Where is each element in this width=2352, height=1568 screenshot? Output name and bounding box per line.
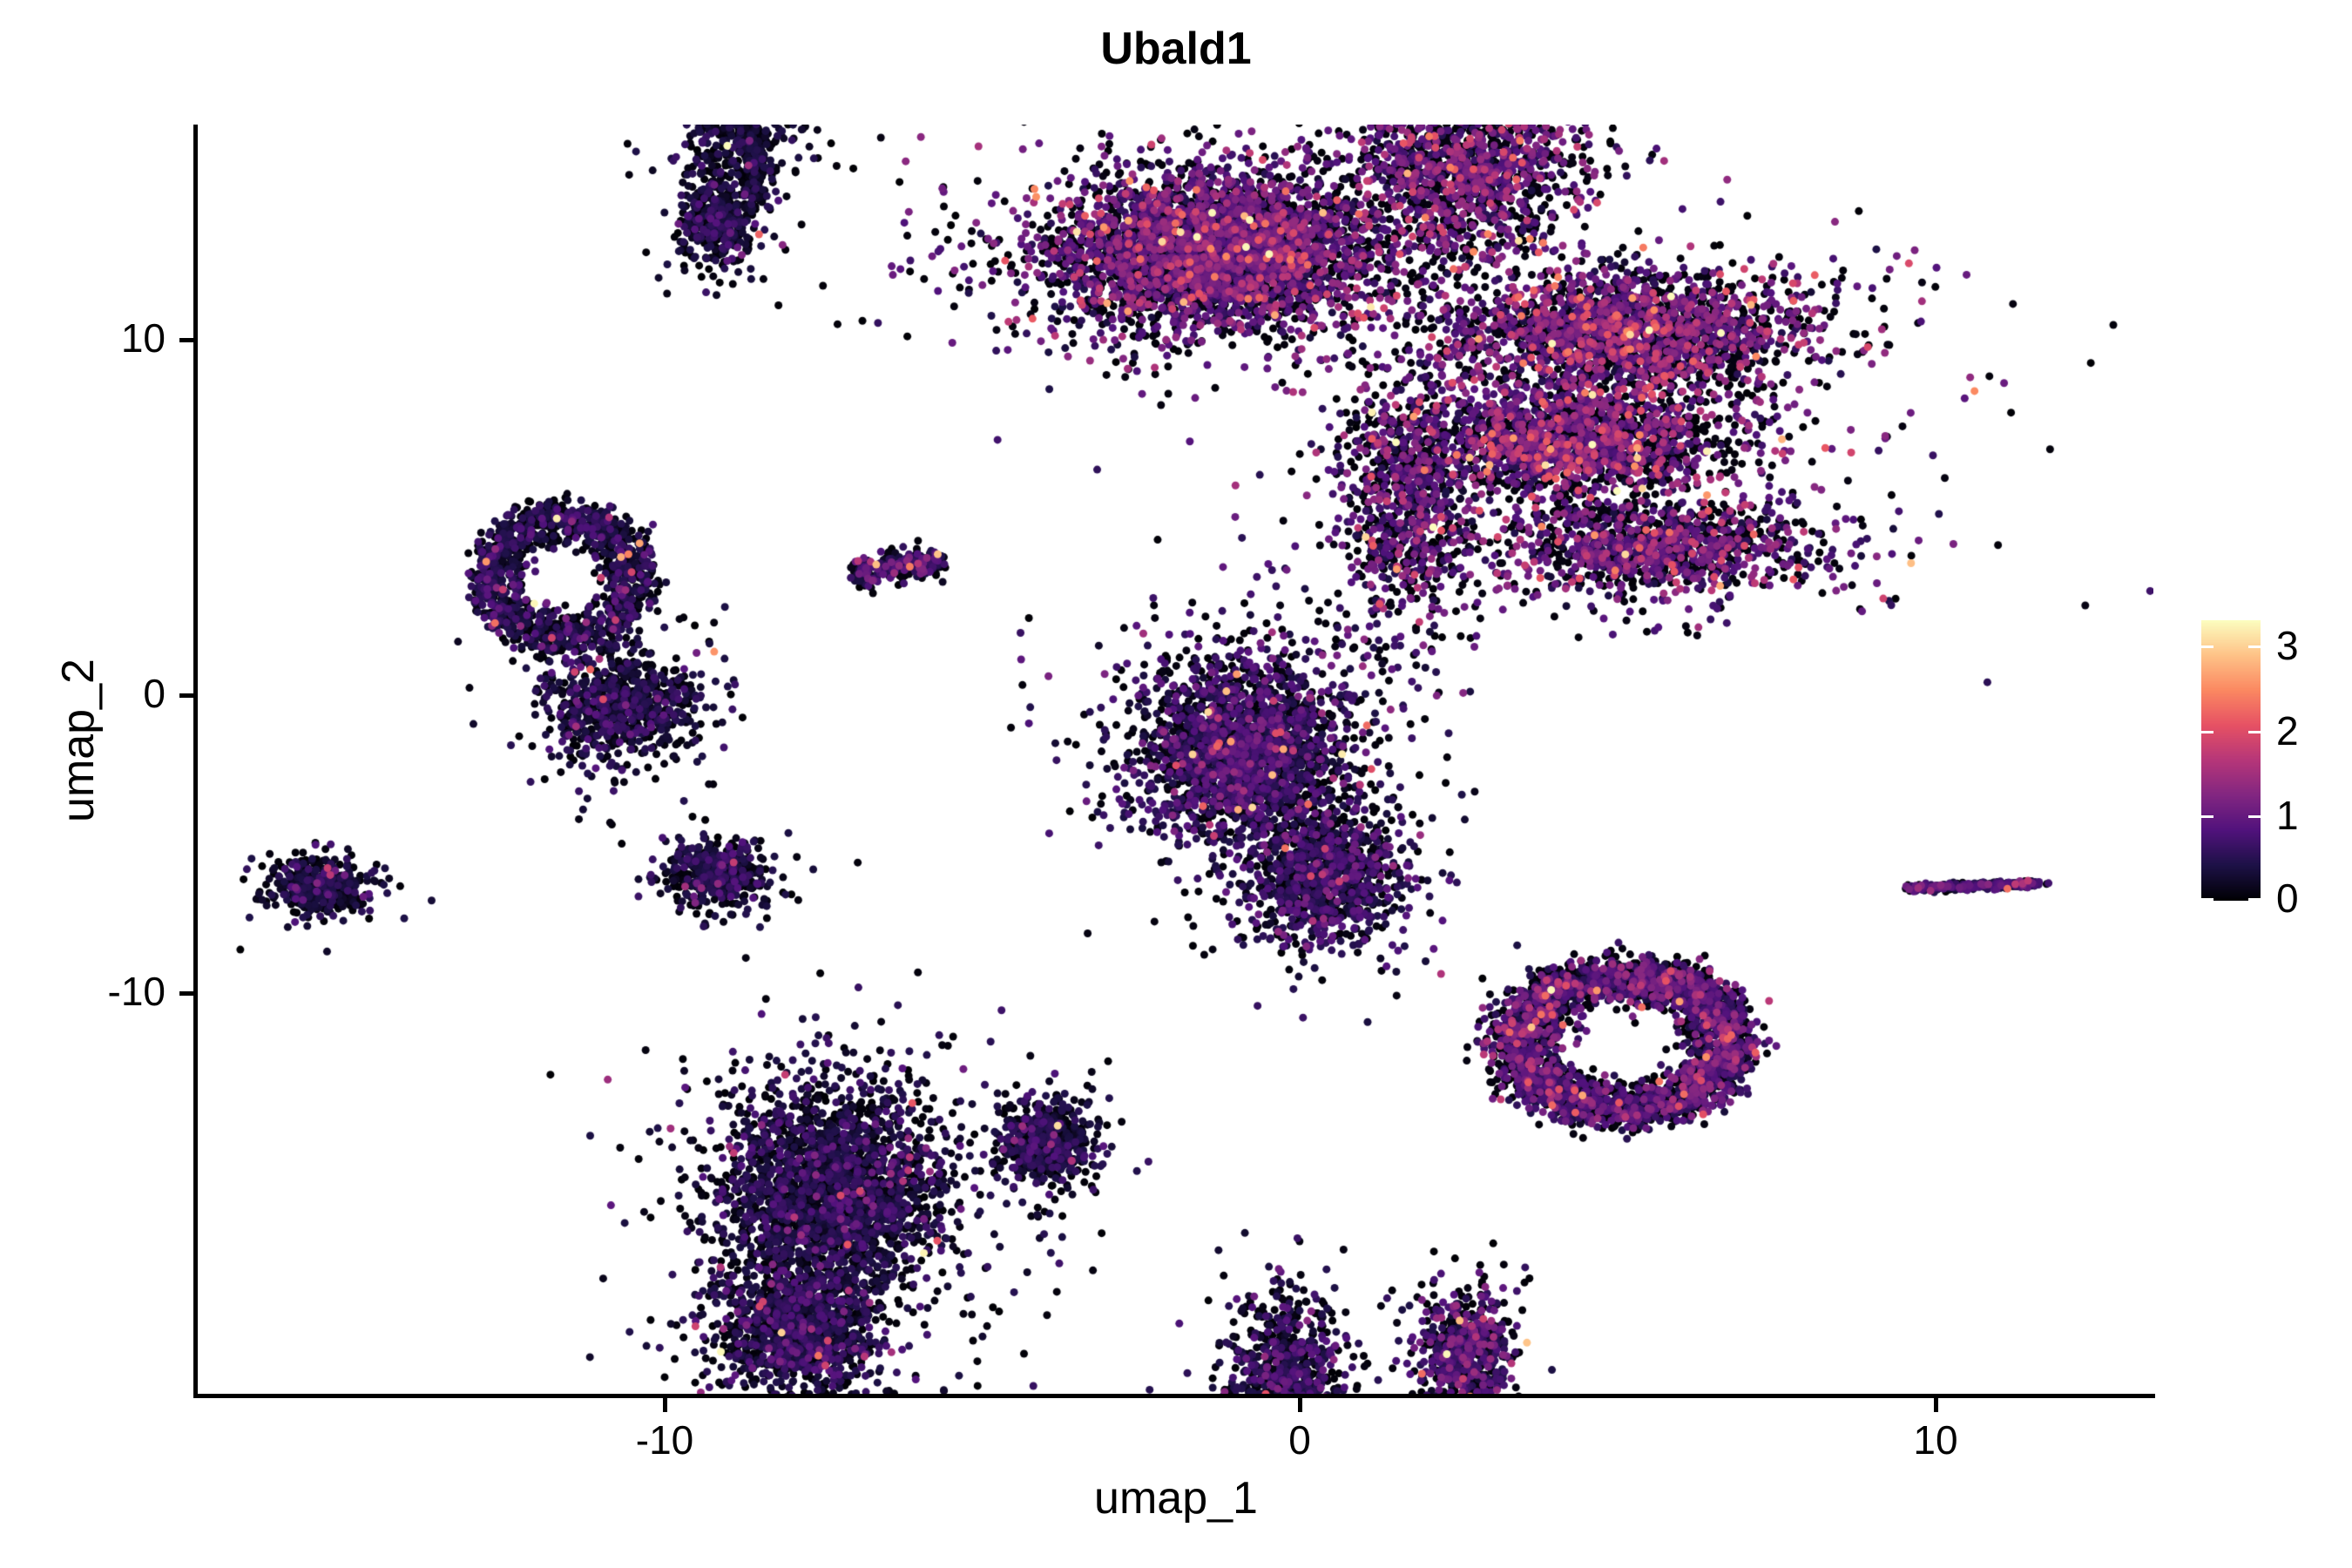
colorbar-legend: 3 2 1 0 <box>2201 620 2299 921</box>
x-axis-title: umap_1 <box>1094 1473 1258 1524</box>
y-tick-label-10: 10 <box>120 315 166 361</box>
y-tick-mark-10 <box>179 338 193 342</box>
y-tick-mark-0 <box>179 693 193 698</box>
y-tick-label-0: 0 <box>143 671 166 716</box>
colorbar-label-2: 2 <box>2276 708 2299 754</box>
x-tick-label-neg10: -10 <box>635 1417 694 1463</box>
y-axis-line <box>193 125 198 1398</box>
scatter-points-layer <box>197 125 2153 1396</box>
x-tick-mark-10 <box>1934 1398 1938 1412</box>
x-tick-label-10: 10 <box>1913 1417 1958 1463</box>
colorbar-label-1: 1 <box>2276 793 2299 838</box>
colorbar-label-0: 0 <box>2276 875 2299 921</box>
x-axis-line <box>193 1394 2155 1398</box>
y-tick-mark-neg10 <box>179 991 193 996</box>
x-tick-mark-0 <box>1298 1398 1302 1412</box>
y-tick-label-neg10: -10 <box>107 969 166 1014</box>
colorbar-tick-3-left <box>2201 645 2213 648</box>
colorbar-tick-1-left <box>2201 815 2213 818</box>
x-tick-mark-neg10 <box>663 1398 667 1412</box>
colorbar-label-3: 3 <box>2276 623 2299 668</box>
colorbar-tick-0-right <box>2248 898 2261 901</box>
colorbar-tick-2-right <box>2248 731 2261 733</box>
colorbar-gradient <box>2201 620 2261 901</box>
colorbar-tick-2-left <box>2201 731 2213 733</box>
colorbar-tick-3-right <box>2248 645 2261 648</box>
x-tick-label-0: 0 <box>1288 1417 1311 1463</box>
y-axis-title: umap_2 <box>53 659 104 822</box>
colorbar-tick-1-right <box>2248 815 2261 818</box>
page-title: Ubald1 <box>1100 24 1252 74</box>
colorbar-tick-0-left <box>2201 898 2213 901</box>
plot-panel <box>197 125 2153 1396</box>
